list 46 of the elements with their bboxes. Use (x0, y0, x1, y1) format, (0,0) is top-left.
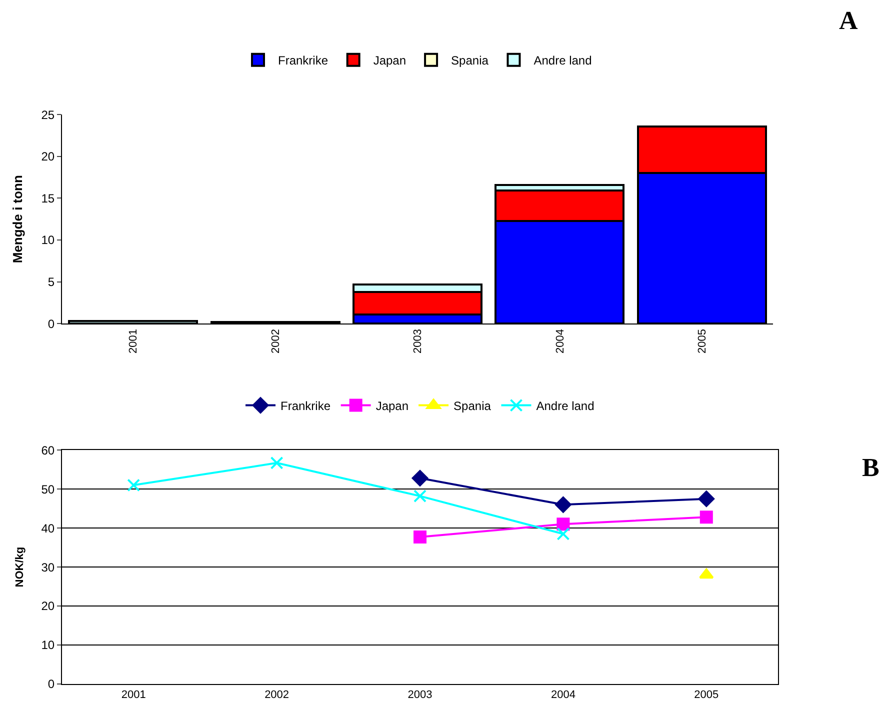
point (412, 470, 428, 486)
point (700, 510, 713, 524)
x-tick-label: 2004 (550, 689, 576, 702)
y-axis-title: NOK/kg (14, 546, 26, 588)
y-tick-label: 20 (41, 150, 55, 164)
y-tick-label: 10 (41, 638, 55, 652)
y-tick-label: 0 (48, 677, 55, 692)
y-tick-label: 50 (41, 482, 55, 496)
y-axis-title: Mengde i tonn (10, 175, 26, 264)
legend-label: Frankrike (278, 54, 328, 68)
x-tick-label: 2003 (408, 689, 432, 702)
point (698, 490, 715, 507)
legend-label: Spania (451, 54, 489, 68)
x-tick-label: 2005 (694, 689, 719, 702)
point (127, 478, 140, 492)
y-tick-label: 15 (41, 191, 55, 206)
legend-label: Andre land (534, 54, 592, 68)
point (556, 518, 570, 531)
x-tick-label: 2004 (554, 329, 566, 354)
y-tick-label: 25 (41, 108, 55, 122)
legend-label: Andre land (536, 398, 594, 413)
point (555, 496, 572, 513)
x-tick-label: 2001 (128, 329, 140, 354)
y-tick-label: 30 (41, 560, 55, 574)
point (699, 568, 714, 579)
y-tick-label: 5 (48, 275, 55, 290)
legend-label: Japan (373, 54, 406, 68)
point (414, 530, 426, 544)
y-tick-label: 40 (41, 521, 55, 536)
text: B (862, 453, 880, 482)
legend-label: Spania (454, 398, 492, 413)
y-tick-label: 10 (41, 233, 55, 248)
y-tick-label: 60 (41, 443, 55, 458)
x-tick-label: 2001 (121, 689, 146, 702)
y-tick-label: 0 (48, 316, 55, 331)
x-tick-label: 2005 (696, 329, 708, 354)
legend-label: Frankrike (280, 398, 331, 413)
point (414, 490, 426, 503)
x-tick-label: 2003 (412, 329, 424, 354)
x-tick-label: 2002 (270, 329, 282, 354)
point (556, 527, 570, 540)
text: A (839, 6, 858, 35)
legend-label: Japan (376, 398, 409, 413)
x-tick-label: 2002 (264, 689, 290, 702)
y-tick-label: 20 (41, 599, 55, 614)
point (270, 456, 284, 470)
